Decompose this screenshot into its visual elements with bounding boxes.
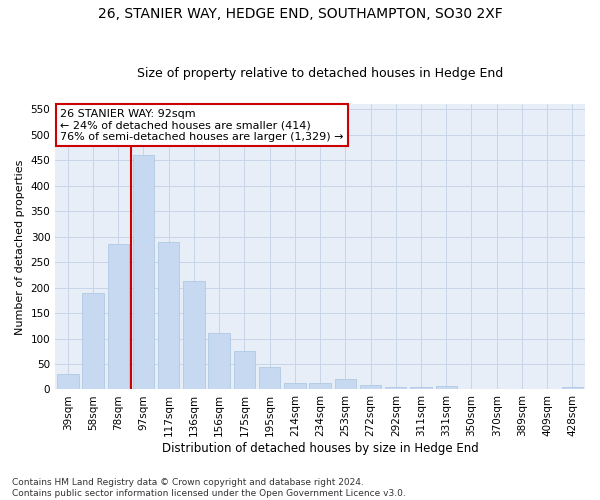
Bar (310, 383, 331, 390)
X-axis label: Distribution of detached houses by size in Hedge End: Distribution of detached houses by size … (162, 442, 478, 455)
Bar (385, 387, 406, 390)
Y-axis label: Number of detached properties: Number of detached properties (15, 159, 25, 334)
Bar (562, 387, 583, 390)
Bar (57, 374, 79, 390)
Text: Contains HM Land Registry data © Crown copyright and database right 2024.
Contai: Contains HM Land Registry data © Crown c… (12, 478, 406, 498)
Bar (183, 281, 205, 390)
Bar (208, 334, 230, 390)
Bar (335, 380, 356, 390)
Bar (82, 292, 104, 390)
Bar (107, 244, 129, 390)
Bar (233, 352, 255, 390)
Bar (436, 386, 457, 390)
Bar (284, 383, 305, 390)
Bar (360, 385, 381, 390)
Title: Size of property relative to detached houses in Hedge End: Size of property relative to detached ho… (137, 66, 503, 80)
Text: 26, STANIER WAY, HEDGE END, SOUTHAMPTON, SO30 2XF: 26, STANIER WAY, HEDGE END, SOUTHAMPTON,… (98, 8, 502, 22)
Text: 26 STANIER WAY: 92sqm
← 24% of detached houses are smaller (414)
76% of semi-det: 26 STANIER WAY: 92sqm ← 24% of detached … (61, 108, 344, 142)
Bar (259, 366, 280, 390)
Bar (133, 155, 154, 390)
Bar (158, 242, 179, 390)
Bar (410, 387, 432, 390)
